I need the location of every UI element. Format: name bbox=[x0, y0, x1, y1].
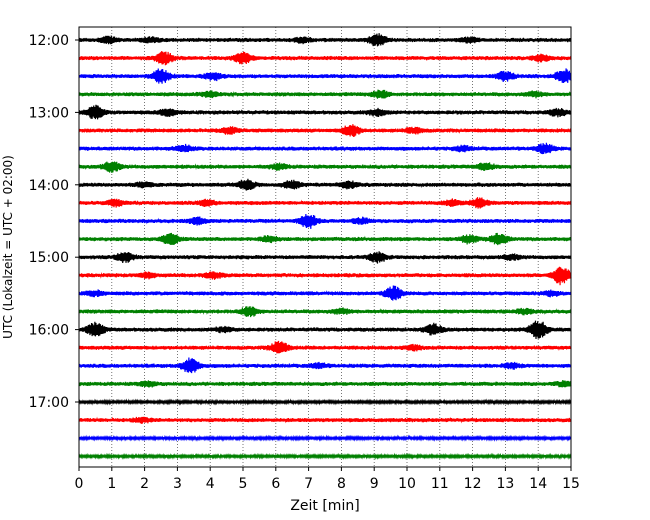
y-tick-label: 16:00 bbox=[29, 323, 69, 339]
seismic-traces bbox=[78, 33, 572, 460]
x-axis-label: Zeit [min] bbox=[290, 498, 359, 514]
x-tick-label: 1 bbox=[107, 476, 116, 492]
seismic-trace-1545 bbox=[78, 306, 572, 318]
seismic-trace-1245 bbox=[78, 89, 572, 99]
y-tick-label: 14:00 bbox=[29, 178, 69, 194]
y-tick-label: 15:00 bbox=[29, 250, 69, 266]
seismic-trace-1700 bbox=[78, 398, 572, 406]
x-tick-label: 13 bbox=[496, 476, 514, 492]
x-tick-label: 11 bbox=[431, 476, 449, 492]
seismic-trace-1645 bbox=[78, 379, 572, 388]
seismic-trace-1215 bbox=[78, 51, 572, 66]
seismic-trace-1415 bbox=[78, 197, 572, 209]
x-tick-label: 12 bbox=[464, 476, 482, 492]
seismic-trace-1315 bbox=[78, 124, 572, 137]
seismic-trace-1345 bbox=[78, 161, 572, 173]
seismic-trace-1515 bbox=[78, 266, 572, 286]
plot-frame bbox=[78, 26, 572, 468]
y-axis-ticks: 12:00 13:00 14:00 15:00 16:00 17:00 bbox=[29, 33, 79, 411]
seismic-trace-1400 bbox=[78, 178, 572, 191]
x-tick-label: 8 bbox=[337, 476, 346, 492]
seismic-trace-1745 bbox=[78, 452, 572, 460]
seismic-trace-1500 bbox=[78, 251, 572, 264]
y-tick-label: 12:00 bbox=[29, 33, 69, 49]
seismic-trace-1300 bbox=[78, 104, 572, 120]
seismic-trace-1445 bbox=[78, 232, 572, 246]
x-axis-ticks: 0 1 2 3 4 5 6 7 8 9 10 11 12 13 14 15 bbox=[75, 467, 580, 492]
x-tick-label: 3 bbox=[173, 476, 182, 492]
seismic-trace-1230 bbox=[78, 68, 572, 84]
grid-lines bbox=[111, 27, 539, 467]
x-tick-label: 7 bbox=[304, 476, 313, 492]
seismic-trace-1530 bbox=[78, 285, 572, 301]
y-tick-label: 13:00 bbox=[29, 105, 69, 121]
seismic-trace-1200 bbox=[78, 33, 572, 47]
seismic-trace-1615 bbox=[78, 340, 572, 354]
seismic-trace-1600 bbox=[78, 320, 572, 340]
seismic-trace-1730 bbox=[78, 434, 572, 442]
x-tick-label: 6 bbox=[271, 476, 280, 492]
x-tick-label: 14 bbox=[529, 476, 547, 492]
x-tick-label: 4 bbox=[206, 476, 215, 492]
plot-area bbox=[79, 27, 571, 467]
x-tick-label: 0 bbox=[75, 476, 84, 492]
y-tick-label: 17:00 bbox=[29, 395, 69, 411]
x-tick-label: 10 bbox=[398, 476, 416, 492]
seismic-trace-1715 bbox=[78, 416, 572, 424]
seismic-trace-1430 bbox=[78, 214, 572, 229]
seismic-trace-1330 bbox=[78, 142, 572, 155]
x-tick-label: 2 bbox=[140, 476, 149, 492]
seismic-trace-1630 bbox=[78, 357, 572, 374]
x-tick-label: 9 bbox=[370, 476, 379, 492]
x-tick-label: 5 bbox=[239, 476, 248, 492]
x-tick-label: 15 bbox=[562, 476, 580, 492]
y-axis-label: UTC (Lokalzeit = UTC + 02:00) bbox=[1, 155, 15, 339]
